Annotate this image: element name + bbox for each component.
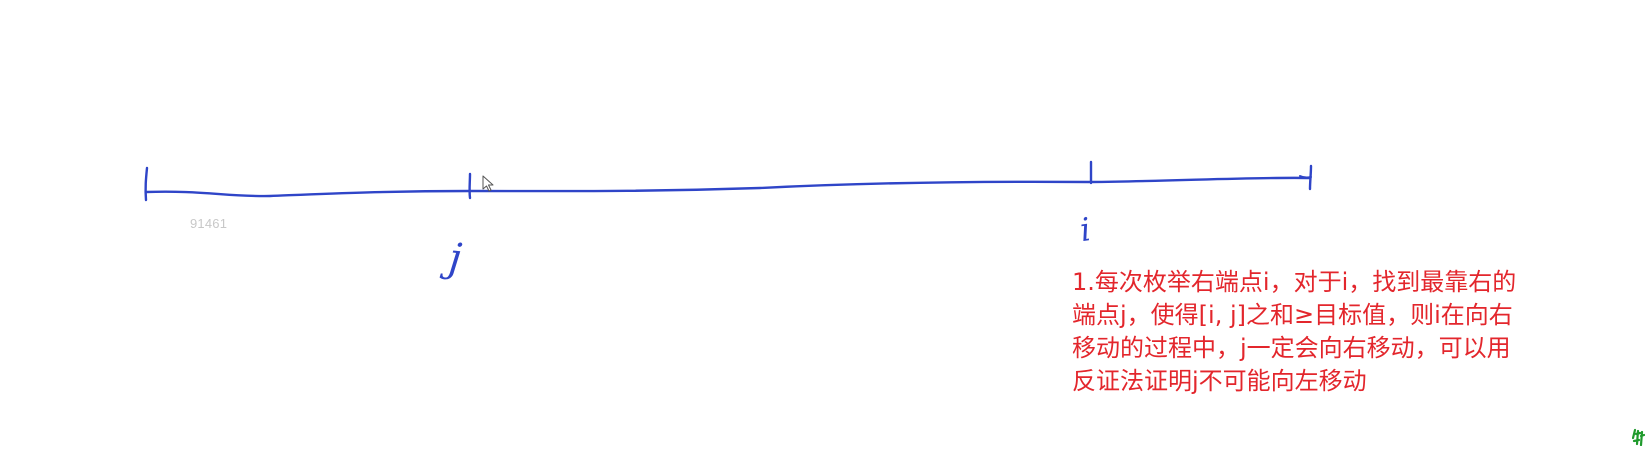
explanation-note: 1.每次枚举右端点i，对于i，找到最靠右的 端点j，使得[i, j]之和≥目标值… — [1072, 266, 1572, 398]
note-line-2: 端点j，使得[i, j]之和≥目标值，则i在向右 — [1072, 301, 1513, 329]
left-end-tick — [144, 166, 149, 202]
note-line-3: 移动的过程中，j一定会向右移动，可以用 — [1072, 334, 1511, 362]
pointer-j-label: j — [439, 234, 464, 282]
note-line-1: 1.每次枚举右端点i，对于i，找到最靠右的 — [1072, 268, 1517, 296]
note-line-4: 反证法证明j不可能向左移动 — [1072, 367, 1367, 395]
corner-logo-fragment-icon — [1632, 428, 1645, 446]
right-end-hook — [1299, 175, 1312, 179]
array-line — [144, 176, 1312, 198]
mouse-pointer-icon — [482, 175, 494, 192]
watermark-id: 91461 — [190, 216, 228, 231]
pointer-i-label: i — [1078, 210, 1093, 249]
